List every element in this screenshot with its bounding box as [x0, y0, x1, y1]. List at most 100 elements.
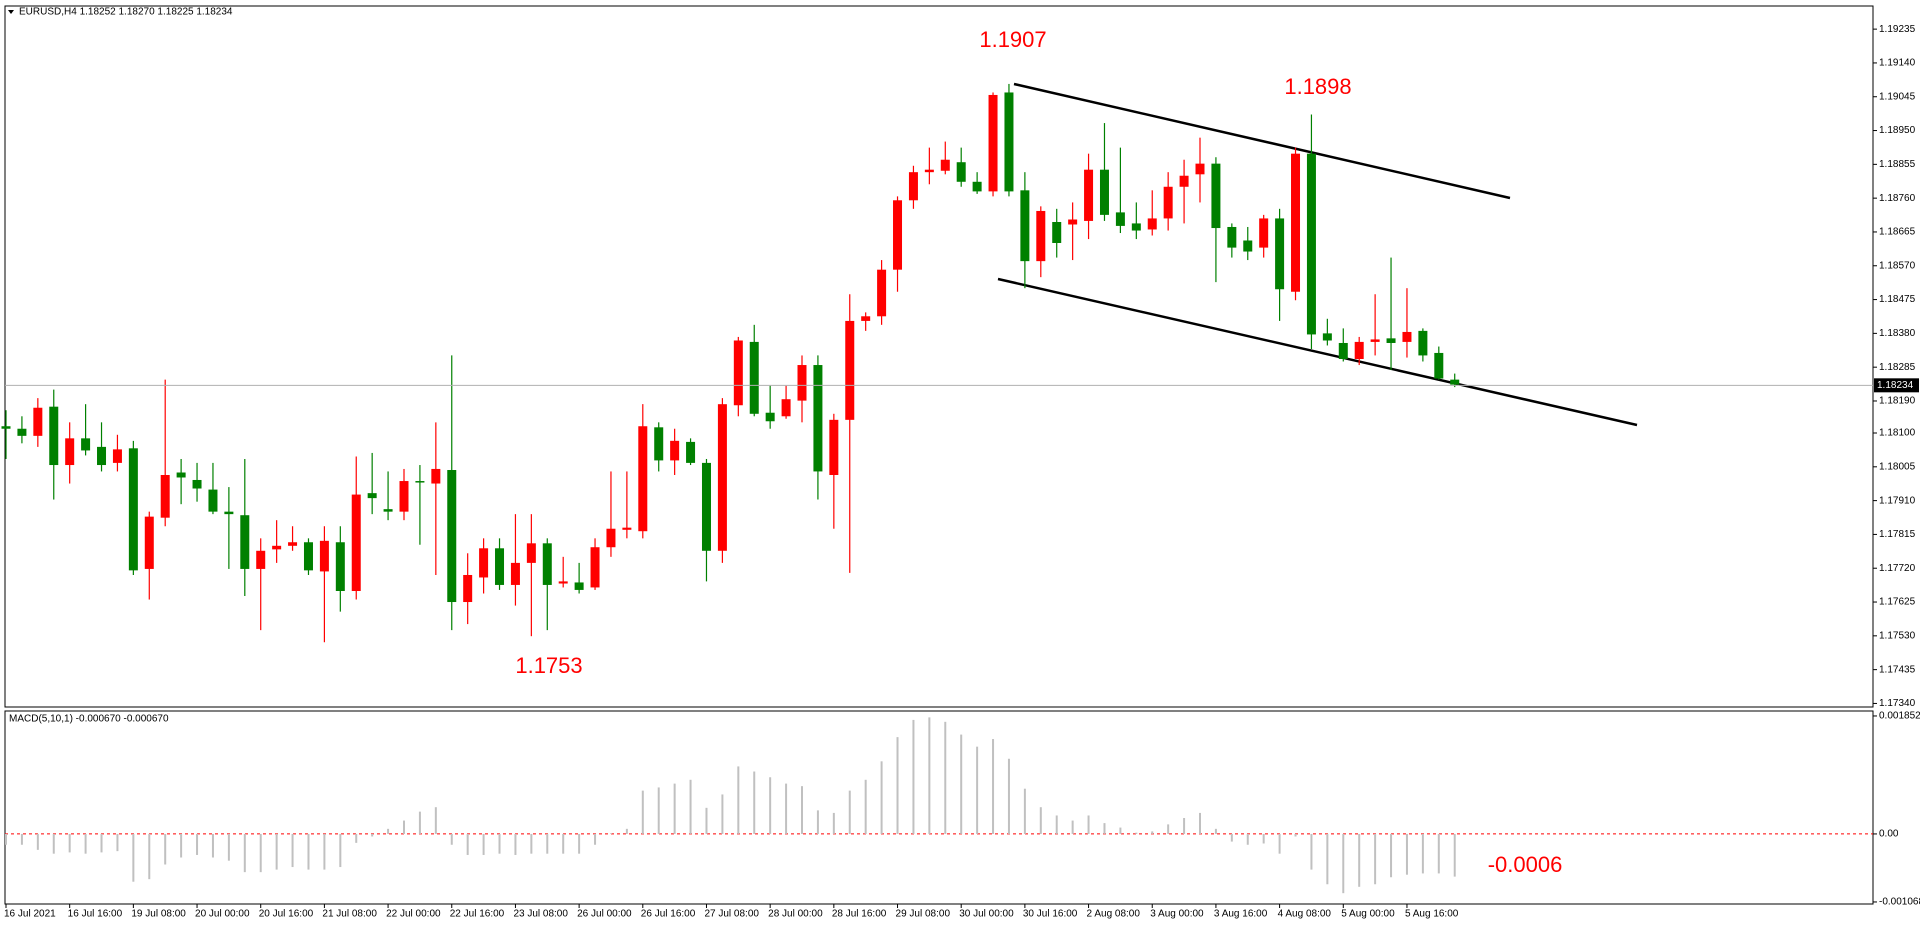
macd-bar [164, 833, 167, 865]
macd-bar [1071, 820, 1074, 834]
macd-bar [960, 734, 963, 834]
x-tick-label: 30 Jul 00:00 [959, 909, 1014, 920]
macd-bar [737, 766, 740, 834]
y-tick-label: 1.19235 [1879, 24, 1916, 35]
x-tick-label: 3 Aug 16:00 [1214, 909, 1268, 920]
candle-body [558, 581, 568, 584]
macd-bar [1230, 833, 1233, 842]
y-tick-label: 1.18100 [1879, 428, 1916, 439]
candle-body [399, 481, 409, 512]
macd-bar [180, 833, 183, 858]
macd-bar [1151, 831, 1154, 834]
annotation: -0.0006 [1488, 852, 1563, 877]
candle-body [1418, 330, 1428, 356]
y-tick-label: 1.18950 [1879, 125, 1916, 136]
candle-body [192, 479, 202, 489]
macd-bar [211, 833, 214, 858]
candle-body [1322, 333, 1332, 341]
macd-bar [721, 794, 724, 834]
macd-bar [816, 810, 819, 834]
macd-bar [1119, 827, 1122, 834]
macd-bar [36, 833, 39, 850]
last-price-box [1874, 378, 1919, 393]
macd-bar [976, 746, 979, 834]
x-tick-label: 4 Aug 08:00 [1278, 909, 1332, 920]
candle-body [781, 399, 791, 417]
candle-body [717, 404, 727, 551]
macd-bar [323, 833, 326, 870]
candle-body [1338, 342, 1348, 359]
candle-body [1131, 223, 1141, 231]
macd-bar [641, 790, 644, 834]
macd-bar [1007, 758, 1010, 834]
macd-bar [657, 787, 660, 834]
channel-upper-line[interactable] [1013, 82, 1511, 200]
x-tick-label: 23 Jul 08:00 [513, 909, 568, 920]
candle-body [1386, 338, 1396, 343]
candle-body [1354, 341, 1364, 359]
macd-bar [275, 833, 278, 870]
macd-bar [1437, 833, 1440, 874]
candle-body [335, 542, 345, 591]
last-price-label: 1.18234 [1877, 380, 1914, 391]
x-tick-label: 30 Jul 16:00 [1023, 909, 1078, 920]
candle-body [988, 94, 998, 192]
candle-body [479, 548, 489, 578]
macd-bar [243, 833, 246, 873]
candle-body [1402, 331, 1412, 342]
candle-body [176, 472, 186, 478]
y-tick-label: 1.17340 [1879, 698, 1916, 709]
candle-body [1084, 169, 1094, 221]
x-tick-label: 26 Jul 00:00 [577, 909, 632, 920]
x-tick-label: 28 Jul 16:00 [832, 909, 887, 920]
main-panel-frame [4, 5, 1874, 708]
macd-bar [482, 833, 485, 855]
chart-title: EURUSD,H4 1.18252 1.18270 1.18225 1.1823… [19, 7, 233, 18]
candle-body [1450, 379, 1460, 385]
y-tick-label: 1.19045 [1879, 91, 1916, 102]
candle-body [367, 493, 377, 499]
candle-body [65, 438, 75, 466]
y-tick-label: 1.18380 [1879, 328, 1916, 339]
candle-body [351, 494, 361, 591]
candle-body [972, 181, 982, 192]
y-tick-label: 1.17720 [1879, 563, 1916, 574]
x-tick-label: 19 Jul 08:00 [131, 909, 186, 920]
macd-bar [1342, 833, 1345, 894]
macd-bar [1421, 833, 1424, 874]
y-tick-label: 1.17435 [1879, 664, 1916, 675]
macd-bar [466, 833, 469, 855]
macd-bar [339, 833, 342, 868]
candle-body [813, 365, 823, 472]
y-tick-label: 1.18190 [1879, 396, 1916, 407]
candle-body [638, 426, 648, 532]
macd-bar [84, 833, 87, 854]
y-tick-label: 1.18005 [1879, 461, 1916, 472]
candle-body [224, 511, 234, 515]
macd-bar [116, 833, 119, 852]
macd-bar [689, 779, 692, 834]
x-tick-label: 3 Aug 00:00 [1150, 909, 1204, 920]
macd-bar [355, 833, 358, 843]
candle-body [1004, 92, 1014, 192]
candle-body [1163, 186, 1173, 219]
y-tick-label: 1.18760 [1879, 193, 1916, 204]
macd-bar [705, 807, 708, 834]
channel-lower-line[interactable] [997, 277, 1638, 427]
macd-title: MACD(5,10,1) -0.000670 -0.000670 [9, 714, 169, 725]
macd-bar [912, 719, 915, 834]
macd-bar [1055, 815, 1058, 834]
annotation: 1.1898 [1284, 74, 1351, 99]
macd-bar [1262, 833, 1265, 844]
candle-body [749, 341, 759, 414]
menu-triangle[interactable] [8, 10, 14, 14]
x-tick-label: 22 Jul 16:00 [450, 909, 505, 920]
candle-body [701, 462, 711, 551]
macd-bar [291, 833, 294, 868]
candle-body [447, 470, 457, 603]
candle-body [256, 550, 266, 569]
macd-bar [1087, 815, 1090, 834]
y-tick-label: -0.001068 [1879, 897, 1920, 908]
candle-body [240, 515, 250, 569]
